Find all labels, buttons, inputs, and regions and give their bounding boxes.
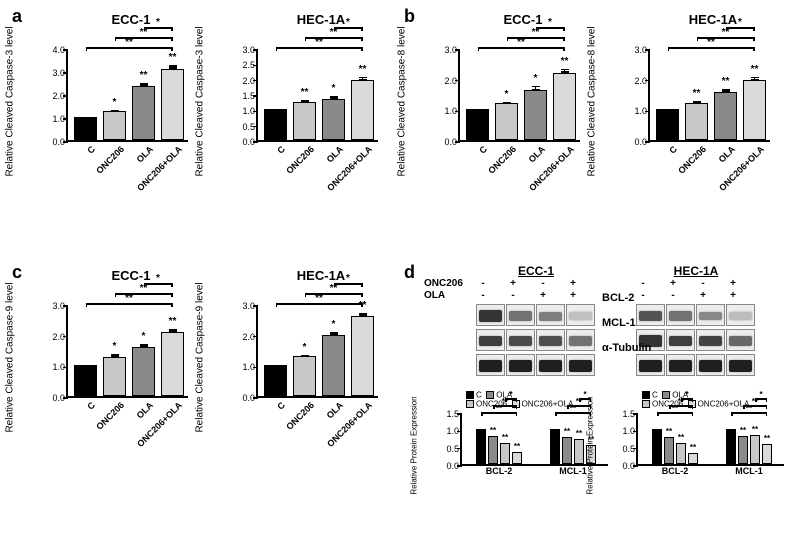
bar-C bbox=[74, 117, 97, 140]
bar-ONC206 bbox=[103, 357, 126, 396]
bar-ONC206 bbox=[495, 103, 518, 140]
bar-C bbox=[264, 109, 287, 140]
chart-d-hec1a: C OLA ONC206 ONC206+OLA 0.00.51.01.5****… bbox=[636, 394, 788, 480]
bar-ONC206+OLA bbox=[161, 332, 184, 396]
plot-area: 0.01.02.03.0C*ONC206*OLA**ONC206+OLA****… bbox=[458, 50, 580, 142]
bar-ONC206+OLA bbox=[161, 69, 184, 140]
label-d: d bbox=[404, 262, 415, 283]
chart-title: HEC-1A bbox=[256, 268, 386, 283]
bar-ONC206+OLA bbox=[743, 80, 766, 140]
label-c: c bbox=[12, 262, 22, 283]
chart-title: HEC-1A bbox=[256, 12, 386, 27]
treatment-row-ONC206: ONC206-+-+-+-+ bbox=[424, 278, 794, 290]
bar-OLA bbox=[322, 99, 345, 140]
plot-area: 0.01.02.03.04.0C*ONC206**OLA**ONC206+OLA… bbox=[66, 50, 188, 142]
chart-b-hec1a: HEC-1A0.01.02.03.0C**ONC206**OLA**ONC206… bbox=[648, 28, 778, 158]
chart-c-hec1a: HEC-1A0.01.02.03.0C*ONC206*OLA**ONC206+O… bbox=[256, 284, 386, 414]
plot-area: 0.00.51.01.52.02.53.0C**ONC206*OLA**ONC2… bbox=[256, 50, 378, 142]
protein-label: MCL-1 bbox=[602, 317, 636, 329]
bar-ONC206+OLA bbox=[351, 80, 374, 140]
bar-C bbox=[466, 109, 489, 140]
bar-OLA bbox=[132, 347, 155, 396]
bar-ONC206+OLA bbox=[553, 73, 576, 140]
legend: C OLA ONC206 ONC206+OLA bbox=[642, 390, 749, 409]
bar-OLA bbox=[322, 335, 345, 396]
chart-title: HEC-1A bbox=[648, 12, 778, 27]
blot-row-α-Tubulin bbox=[424, 354, 794, 376]
bar-OLA bbox=[524, 90, 547, 140]
chart-b-ecc1: ECC-10.01.02.03.0C*ONC206*OLA**ONC206+OL… bbox=[458, 28, 588, 158]
protein-label: α-Tubulin bbox=[602, 342, 651, 354]
bar-OLA bbox=[132, 86, 155, 140]
plot-area: 0.01.02.03.0C*ONC206*OLA**ONC206+OLA****… bbox=[256, 306, 378, 398]
chart-title: ECC-1 bbox=[458, 12, 588, 27]
bar-ONC206 bbox=[103, 111, 126, 140]
bar-ONC206+OLA bbox=[351, 316, 374, 396]
plot-area: 0.01.02.03.0C*ONC206*OLA**ONC206+OLA****… bbox=[66, 306, 188, 398]
chart-title: ECC-1 bbox=[66, 268, 196, 283]
bar-C bbox=[264, 365, 287, 396]
chart-a-hec1a: HEC-1A0.00.51.01.52.02.53.0C**ONC206*OLA… bbox=[256, 28, 386, 158]
label-b: b bbox=[404, 6, 415, 27]
bar-ONC206 bbox=[293, 102, 316, 140]
plot-area: 0.01.02.03.0C**ONC206**OLA**ONC206+OLA**… bbox=[648, 50, 770, 142]
chart-a-ecc1: ECC-10.01.02.03.04.0C*ONC206**OLA**ONC20… bbox=[66, 28, 196, 158]
bar-OLA bbox=[714, 92, 737, 140]
bar-ONC206 bbox=[293, 356, 316, 396]
chart-c-ecc1: ECC-10.01.02.03.0C*ONC206*OLA**ONC206+OL… bbox=[66, 284, 196, 414]
bar-C bbox=[656, 109, 679, 140]
western-blot: ECC-1 HEC-1A ONC206-+-+-+-+OLA--++--++ B… bbox=[424, 264, 794, 379]
bar-ONC206 bbox=[685, 103, 708, 140]
legend: C OLA ONC206 ONC206+OLA bbox=[466, 390, 573, 409]
wb-cell-ecc1: ECC-1 bbox=[476, 264, 596, 278]
protein-label: BCL-2 bbox=[602, 292, 634, 304]
label-a: a bbox=[12, 6, 22, 27]
chart-title: ECC-1 bbox=[66, 12, 196, 27]
bar-C bbox=[74, 365, 97, 396]
wb-cell-hec1a: HEC-1A bbox=[636, 264, 756, 278]
